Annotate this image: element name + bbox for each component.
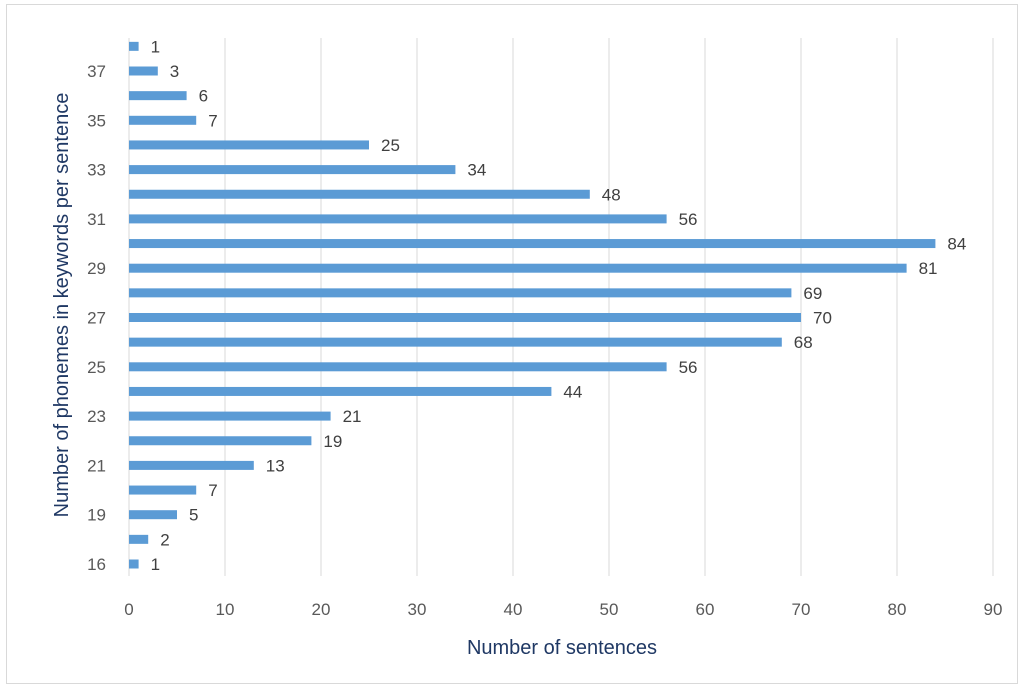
x-tick-label: 90 [984, 600, 1003, 619]
data-label-37: 3 [170, 62, 179, 81]
gridlines [128, 38, 994, 576]
data-label-19: 5 [189, 506, 198, 525]
y-tick-label-19: 19 [87, 506, 106, 525]
bar-19 [129, 510, 177, 520]
y-tick-label-33: 33 [87, 161, 106, 180]
data-label-24: 44 [563, 382, 582, 401]
bar-31 [129, 214, 667, 224]
bar-20 [129, 485, 197, 495]
bar-33 [129, 165, 456, 175]
y-tick-label-35: 35 [87, 111, 106, 130]
bar-30 [129, 239, 936, 249]
x-axis-title: Number of sentences [467, 637, 657, 659]
data-label-27: 70 [813, 309, 832, 328]
data-label-30: 84 [947, 235, 966, 254]
data-label-33: 34 [467, 161, 486, 180]
bar-32 [129, 189, 590, 199]
data-label-25: 56 [679, 358, 698, 377]
data-label-29: 81 [919, 259, 938, 278]
bar-22 [129, 436, 312, 446]
y-tick-label-27: 27 [87, 309, 106, 328]
x-tick-label: 30 [408, 600, 427, 619]
y-axis-title: Number of phonemes in keywords per sente… [51, 93, 73, 518]
bar-35 [129, 115, 197, 125]
x-tick-label: 60 [696, 600, 715, 619]
data-label-26: 68 [794, 333, 813, 352]
y-tick-label-37: 37 [87, 62, 106, 81]
bar-16 [129, 559, 139, 569]
data-label-32: 48 [602, 185, 621, 204]
bar-34 [129, 140, 369, 150]
bar-28 [129, 288, 792, 298]
bar-29 [129, 263, 907, 273]
data-label-23: 21 [343, 407, 362, 426]
y-tick-label-29: 29 [87, 259, 106, 278]
y-tick-labels: 16 19 21 23 25 27 29 31 33 35 37 [87, 62, 106, 574]
x-tick-label: 0 [124, 600, 133, 619]
x-tick-label: 80 [888, 600, 907, 619]
y-tick-label-25: 25 [87, 358, 106, 377]
data-label-21: 13 [266, 456, 285, 475]
data-label-36: 6 [199, 87, 208, 106]
data-label-22: 19 [323, 432, 342, 451]
bar-27 [129, 313, 801, 322]
data-label-18: 2 [160, 530, 169, 549]
bars [129, 41, 936, 569]
data-label-16: 1 [151, 555, 160, 574]
y-tick-label-21: 21 [87, 456, 106, 475]
x-tick-label: 70 [792, 600, 811, 619]
data-label-34: 25 [381, 136, 400, 155]
y-tick-label-23: 23 [87, 407, 106, 426]
y-tick-label-31: 31 [87, 210, 106, 229]
bar-25 [129, 362, 667, 372]
x-tick-label: 40 [504, 600, 523, 619]
bar-21 [129, 460, 254, 470]
data-label-31: 56 [679, 210, 698, 229]
x-tick-labels: 0 10 20 30 40 50 60 70 80 90 [124, 600, 1002, 619]
x-tick-label: 50 [600, 600, 619, 619]
bar-24 [129, 386, 552, 396]
bar-23 [129, 411, 331, 421]
bar-38 [129, 41, 139, 51]
data-label-35: 7 [208, 111, 217, 130]
data-label-20: 7 [208, 481, 217, 500]
data-label-28: 69 [803, 284, 822, 303]
x-tick-label: 10 [216, 600, 235, 619]
bar-26 [129, 337, 782, 347]
bar-18 [129, 534, 149, 544]
bar-37 [129, 66, 158, 76]
bar-36 [129, 91, 187, 101]
data-label-38: 1 [151, 37, 160, 56]
x-tick-label: 20 [312, 600, 331, 619]
y-tick-label-16: 16 [87, 555, 106, 574]
